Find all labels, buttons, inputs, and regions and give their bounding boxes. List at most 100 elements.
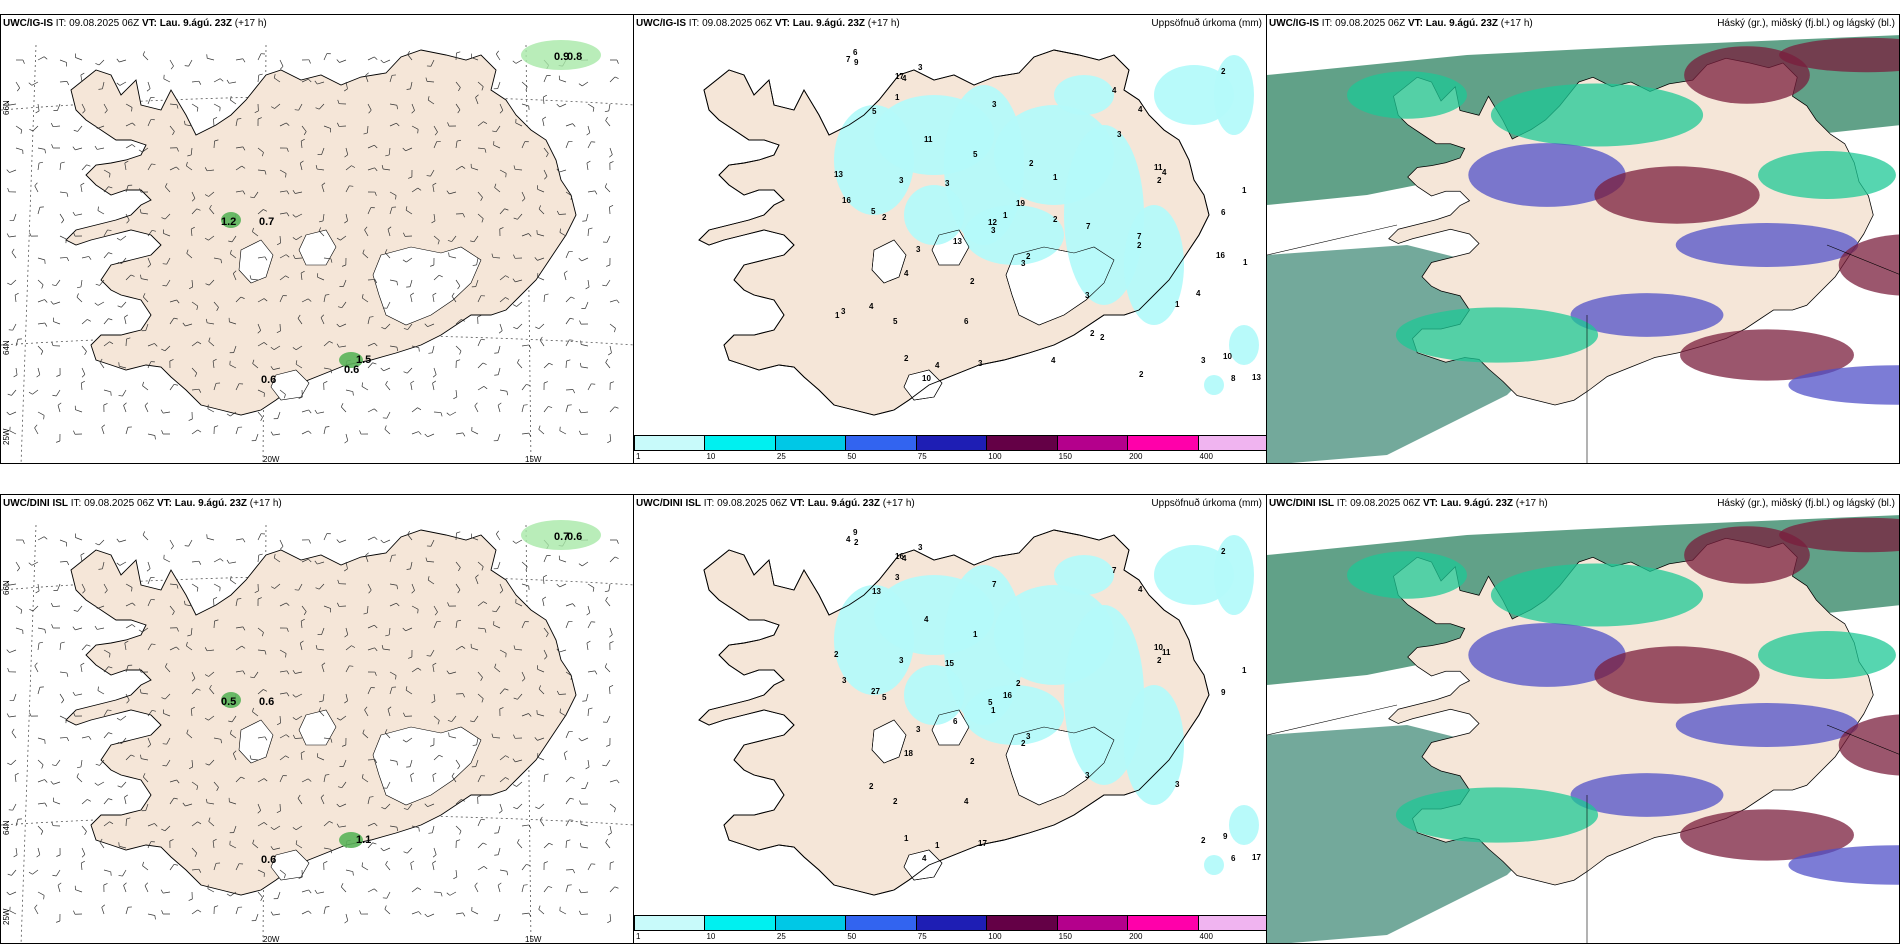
cloud-map-panel-bottom: UWC/DINI ISL IT: 09.08.2025 06Z VT: Lau.… (1266, 494, 1900, 944)
precip-value-label: 2 (1139, 370, 1144, 379)
precip-value-label: 2 (1053, 215, 1058, 224)
cloud-layer (1490, 563, 1704, 627)
cloud-layer (1490, 83, 1704, 147)
precip-value-label: 16 (1003, 691, 1012, 700)
panel-header: UWC/IG-IS IT: 09.08.2025 06Z VT: Lau. 9.… (3, 18, 267, 29)
precip-value-label: 2 (1157, 176, 1162, 185)
axis-label: 25W (2, 908, 11, 925)
precip-value-label: 4 (902, 74, 907, 83)
wind-map-panel-bottom: UWC/DINI ISL IT: 09.08.2025 06Z VT: Lau.… (0, 494, 634, 944)
precip-value-label: 17 (1252, 853, 1261, 862)
axis-label: 15W (525, 455, 542, 464)
precip-value-label: 4 (869, 302, 874, 311)
colorbar-tick: 50 (847, 452, 857, 461)
axis-label: 66N (2, 100, 11, 115)
colorbar-swatch (1056, 435, 1129, 451)
precip-colorbar: 1 10 25 50 75 100 150 200 400 (634, 913, 1266, 943)
panel-title: Háský (gr.), miðský (fj.bl.) og lágský (… (1717, 498, 1895, 509)
precip-value-label: 4 (964, 797, 969, 806)
panel-header: UWC/DINI ISL IT: 09.08.2025 06Z VT: Lau.… (636, 498, 915, 509)
precip-area (1154, 65, 1234, 125)
precip-value-label: 3 (842, 676, 847, 685)
colorbar-tick: 10 (706, 452, 716, 461)
precip-value-label: 1 (895, 93, 900, 102)
colorbar-tick: 100 (988, 932, 1002, 941)
colorbar-tick: 150 (1058, 452, 1073, 461)
cloud-map (1267, 495, 1899, 943)
precip-area (1214, 535, 1254, 615)
panel-title: Háský (gr.), miðský (fj.bl.) og lágský (… (1717, 18, 1895, 29)
wind-gust-area (521, 520, 601, 550)
cloud-map-panel-top: UWC/IG-IS IT: 09.08.2025 06Z VT: Lau. 9.… (1266, 14, 1900, 464)
precip-map-panel-top: UWC/IG-IS IT: 09.08.2025 06Z VT: Lau. 9.… (633, 14, 1267, 464)
precip-value-label: 2 (1201, 836, 1206, 845)
precip-value-label: 5 (988, 698, 993, 707)
precip-value-label: 2 (1090, 329, 1095, 338)
precip-value-label: 9 (854, 58, 859, 67)
precip-area (1154, 545, 1234, 605)
cloud-layer (1468, 143, 1626, 207)
precip-value-label: 2 (970, 277, 975, 286)
precip-value-label: 2 (834, 650, 839, 659)
precip-value-label: 3 (1021, 259, 1026, 268)
wind-value-label: 0.5 (221, 696, 236, 708)
wind-value-label: 1.2 (221, 216, 236, 228)
wind-gust-area (521, 40, 601, 70)
cloud-layer (1680, 809, 1854, 861)
precip-value-label: 2 (882, 213, 887, 222)
cloud-layer (1684, 46, 1810, 104)
colorbar-tick: 50 (847, 932, 857, 941)
precip-value-label: 3 (918, 543, 923, 552)
precip-value-label: 2 (1021, 739, 1026, 748)
colorbar-tick: 10 (706, 932, 716, 941)
precip-value-label: 2 (904, 354, 909, 363)
precip-value-label: 4 (1112, 86, 1117, 95)
precip-area (904, 185, 964, 245)
precip-colorbar: 1 10 25 50 75 100 150 200 400 (634, 433, 1266, 463)
wind-value-label: 0.6 (261, 854, 276, 866)
colorbar-swatch (1056, 915, 1129, 931)
colorbar-tick: 150 (1058, 932, 1073, 941)
precip-value-label: 10 (1223, 352, 1232, 361)
precip-value-label: 7 (1137, 232, 1142, 241)
colorbar-tick: 1 (636, 932, 641, 941)
precip-value-label: 3 (916, 725, 921, 734)
cloud-layer (1347, 551, 1467, 599)
precip-value-label: 4 (935, 361, 940, 370)
precip-value-label: 6 (953, 717, 958, 726)
precip-value-label: 9 (1221, 688, 1226, 697)
precip-value-label: 19 (1016, 199, 1025, 208)
precip-value-label: 1 (991, 706, 996, 715)
precip-value-label: 3 (992, 100, 997, 109)
cloud-layer (1347, 71, 1467, 119)
cloud-layer (1684, 526, 1810, 584)
precip-value-label: 4 (902, 554, 907, 563)
colorbar-tick: 400 (1199, 932, 1213, 941)
precip-value-label: 2 (1100, 333, 1105, 342)
colorbar-tick: 200 (1129, 932, 1143, 941)
precip-value-label: 6 (853, 48, 858, 57)
precip-value-label: 3 (1026, 732, 1031, 741)
colorbar-tick: 1 (636, 452, 641, 461)
precip-value-label: 9 (1223, 832, 1228, 841)
precip-area (964, 685, 1064, 745)
precip-value-label: 11 (924, 135, 933, 144)
cloud-layer (1570, 293, 1724, 337)
colorbar-tick: 25 (776, 452, 786, 461)
cloud-layer (1779, 517, 1899, 553)
axis-label: 64N (2, 340, 11, 355)
colorbar-swatch (704, 915, 776, 931)
precip-value-label: 2 (893, 797, 898, 806)
cloud-map (1267, 15, 1899, 463)
precip-value-label: 12 (988, 218, 997, 227)
precip-area (1054, 75, 1114, 115)
precip-value-label: 9 (853, 528, 858, 537)
precip-value-label: 17 (895, 72, 904, 81)
precip-value-label: 2 (1029, 159, 1034, 168)
precip-value-label: 4 (1162, 168, 1167, 177)
colorbar-swatch (704, 435, 776, 451)
precip-value-label: 27 (871, 687, 880, 696)
precip-area (1124, 205, 1184, 325)
precip-value-label: 4 (924, 615, 929, 624)
